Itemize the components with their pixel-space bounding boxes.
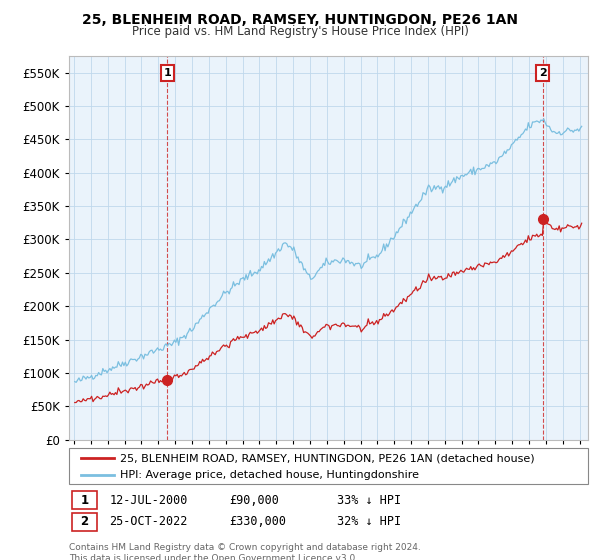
Text: 25, BLENHEIM ROAD, RAMSEY, HUNTINGDON, PE26 1AN (detached house): 25, BLENHEIM ROAD, RAMSEY, HUNTINGDON, P… [120,453,535,463]
Text: Contains HM Land Registry data © Crown copyright and database right 2024.
This d: Contains HM Land Registry data © Crown c… [69,543,421,560]
Text: Price paid vs. HM Land Registry's House Price Index (HPI): Price paid vs. HM Land Registry's House … [131,25,469,38]
Text: 12-JUL-2000: 12-JUL-2000 [109,493,188,507]
Text: 1: 1 [164,68,171,78]
Text: £90,000: £90,000 [229,493,279,507]
Text: 2: 2 [80,515,89,529]
Text: £330,000: £330,000 [229,515,286,529]
Text: 33% ↓ HPI: 33% ↓ HPI [337,493,401,507]
Text: 1: 1 [80,493,89,507]
Text: 25, BLENHEIM ROAD, RAMSEY, HUNTINGDON, PE26 1AN: 25, BLENHEIM ROAD, RAMSEY, HUNTINGDON, P… [82,13,518,27]
Text: 32% ↓ HPI: 32% ↓ HPI [337,515,401,529]
Text: HPI: Average price, detached house, Huntingdonshire: HPI: Average price, detached house, Hunt… [120,470,419,480]
Text: 25-OCT-2022: 25-OCT-2022 [109,515,188,529]
Text: 2: 2 [539,68,547,78]
